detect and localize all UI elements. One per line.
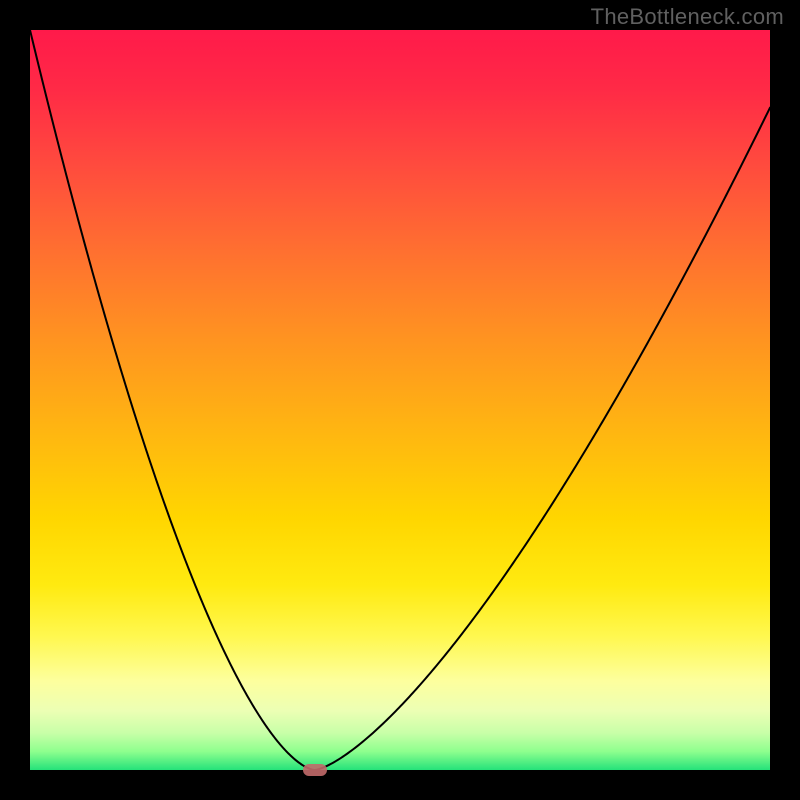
v-curve-line: [30, 30, 770, 770]
plot-frame: [30, 30, 770, 770]
bottleneck-curve-chart: [30, 30, 770, 770]
minimum-marker: [303, 764, 327, 776]
watermark-text: TheBottleneck.com: [591, 4, 784, 30]
